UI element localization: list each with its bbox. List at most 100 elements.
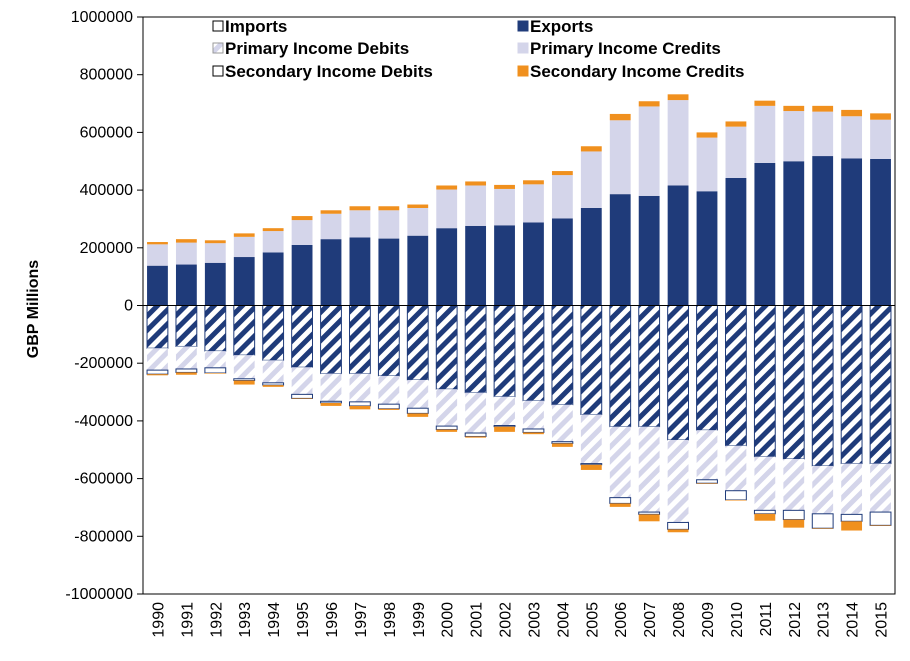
- secondary-credits-bar: [436, 185, 458, 190]
- primary-credits-bar: [696, 137, 718, 192]
- exports-bar: [841, 158, 863, 306]
- x-tick-label: 2007: [642, 602, 659, 638]
- primary-credits-bar: [580, 151, 602, 208]
- bar-group-1990: [146, 242, 169, 376]
- primary-credits-bar: [812, 111, 834, 157]
- imports-bar: [320, 305, 342, 375]
- exports-bar: [638, 195, 660, 306]
- secondary-credits-debit-side-bar: [667, 529, 689, 533]
- secondary-credits-bar: [870, 113, 891, 120]
- primary-debits-bar: [696, 430, 718, 480]
- primary-debits-bar: [580, 414, 602, 464]
- bar-group-2006: [609, 113, 632, 507]
- exports-bar: [551, 218, 573, 306]
- primary-credits-bar: [147, 244, 168, 266]
- bar-group-2001: [464, 181, 487, 438]
- primary-debits-bar: [725, 445, 747, 491]
- primary-credits-bar: [494, 188, 515, 226]
- primary-credits-bar: [754, 105, 776, 163]
- primary-debits-bar: [204, 351, 226, 368]
- imports-bar: [782, 305, 805, 460]
- primary-credits-bar: [638, 106, 660, 196]
- primary-debits-bar: [320, 373, 342, 402]
- x-tick-label: 1992: [208, 602, 225, 638]
- secondary-credits-bar: [378, 206, 400, 211]
- imports-bar: [725, 305, 747, 447]
- x-tick-label: 2006: [613, 602, 630, 638]
- y-tick-label: 0: [124, 298, 133, 315]
- secondary-debits-bar: [262, 382, 285, 386]
- primary-debits-bar: [841, 463, 863, 515]
- x-tick-label: 2015: [874, 602, 891, 638]
- secondary-debits-bar: [869, 511, 892, 526]
- exports-bar: [349, 237, 371, 306]
- legend-item: Secondary Income Credits: [517, 62, 744, 81]
- secondary-debits-bar: [377, 403, 400, 410]
- exports-bar: [783, 161, 805, 306]
- secondary-credits-debit-side-bar: [204, 373, 226, 374]
- imports-bar: [493, 305, 516, 398]
- primary-credits-bar: [291, 220, 313, 245]
- secondary-credits-debit-side-bar: [812, 528, 834, 529]
- bar-group-2012: [782, 105, 805, 528]
- bar-group-1992: [204, 240, 227, 374]
- exports-bar: [378, 238, 400, 306]
- secondary-debits-bar: [493, 425, 516, 428]
- exports-bar: [233, 257, 255, 306]
- x-tick-label: 1999: [411, 602, 428, 638]
- secondary-credits-debit-side-bar: [233, 380, 255, 385]
- primary-debits-bar: [407, 379, 429, 409]
- exports-bar: [696, 191, 718, 306]
- primary-credits-bar: [551, 175, 573, 219]
- secondary-credits-bar: [523, 180, 544, 185]
- primary-credits-bar: [841, 116, 863, 159]
- secondary-credits-bar: [175, 239, 197, 243]
- y-tick-label: 400000: [80, 182, 133, 199]
- bar-group-2014: [840, 109, 863, 531]
- primary-credits-bar: [407, 207, 429, 236]
- primary-credits-bar: [725, 126, 747, 178]
- imports-bar: [464, 305, 487, 394]
- primary-debits-bar: [783, 458, 805, 511]
- primary-credits-bar: [378, 210, 400, 239]
- legend-label: Primary Income Debits: [225, 39, 409, 58]
- x-tick-label: 2008: [671, 602, 688, 638]
- x-tick-label: 2001: [469, 602, 486, 638]
- primary-credits-bar: [349, 210, 371, 238]
- secondary-debits-bar: [840, 513, 863, 522]
- x-tick-label: 2005: [584, 602, 601, 638]
- secondary-debits-bar: [204, 367, 227, 374]
- exports-bar: [262, 252, 284, 306]
- bar-group-2002: [493, 184, 516, 432]
- x-tick-label: 1997: [353, 602, 370, 638]
- x-tick-label: 2011: [758, 602, 775, 637]
- secondary-credits-bar: [609, 113, 631, 121]
- exports-bar: [523, 222, 544, 306]
- imports-bar: [522, 305, 545, 402]
- exports-bar: [609, 194, 631, 306]
- secondary-debits-bar: [725, 490, 747, 501]
- imports-bar: [580, 305, 603, 416]
- imports-bar: [377, 305, 400, 377]
- secondary-credits-bar: [551, 171, 573, 176]
- legend-item: Secondary Income Debits: [212, 62, 433, 81]
- x-tick-label: 2004: [555, 602, 572, 638]
- primary-debits-bar: [147, 348, 168, 371]
- primary-credits-bar: [320, 213, 342, 240]
- primary-credits-bar: [436, 189, 458, 229]
- imports-bar: [869, 305, 892, 465]
- exports-bar: [204, 262, 226, 306]
- secondary-debits-bar: [233, 378, 256, 382]
- primary-debits-bar: [175, 346, 197, 369]
- exports-bar: [725, 177, 747, 306]
- imports-bar: [609, 305, 632, 428]
- secondary-credits-bar: [812, 105, 834, 112]
- secondary-debits-bar: [464, 432, 487, 437]
- legend-item: Exports: [517, 17, 593, 36]
- legend-swatch: [212, 42, 224, 54]
- bar-group-2010: [725, 121, 747, 501]
- y-tick-label: -200000: [74, 355, 133, 372]
- imports-bar: [811, 305, 834, 467]
- secondary-credits-debit-side-bar: [580, 464, 602, 470]
- primary-debits-bar: [609, 426, 631, 498]
